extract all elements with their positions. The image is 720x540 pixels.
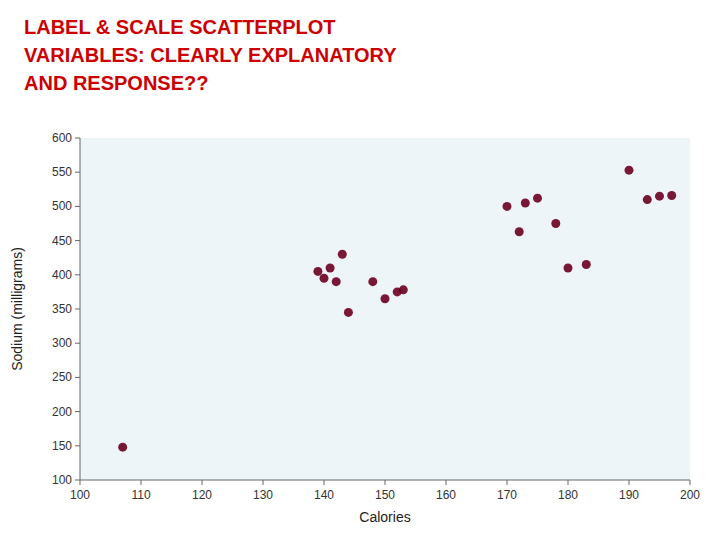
x-tick [507,480,508,485]
y-tick-label: 100 [52,473,72,487]
point [551,219,560,228]
y-tick [75,445,80,446]
y-tick [75,480,80,481]
x-tick [202,480,203,485]
point [332,277,341,286]
x-tick [568,480,569,485]
point [667,191,676,200]
point [368,277,377,286]
plot-background [80,138,690,480]
y-tick-label: 300 [52,336,72,350]
y-tick [75,206,80,207]
point [515,227,524,236]
point [399,285,408,294]
y-tick-label: 450 [52,234,72,248]
x-tick-label: 200 [680,488,700,502]
x-tick [324,480,325,485]
y-tick [75,309,80,310]
chart: LABEL & SCALE SCATTERPLOT VARIABLES: CLEA… [0,0,720,540]
y-tick-label: 250 [52,370,72,384]
y-tick-label: 350 [52,302,72,316]
x-tick [446,480,447,485]
point [655,192,664,201]
point [503,202,512,211]
x-tick [263,480,264,485]
y-axis-label: Sodium (milligrams) [9,247,25,371]
y-tick [75,411,80,412]
x-tick-label: 120 [192,488,212,502]
x-tick-label: 100 [70,488,90,502]
y-tick [75,240,80,241]
point [625,166,634,175]
point [118,443,127,452]
x-tick-label: 140 [314,488,334,502]
point [313,267,322,276]
title: AND RESPONSE?? [24,72,208,94]
title: LABEL & SCALE SCATTERPLOT [24,16,335,38]
point [582,260,591,269]
point [338,250,347,259]
x-tick-label: 150 [375,488,395,502]
y-tick-label: 150 [52,439,72,453]
x-axis-label: Calories [359,509,410,525]
x-tick [385,480,386,485]
y-tick [75,172,80,173]
y-tick-label: 550 [52,165,72,179]
x-tick-label: 160 [436,488,456,502]
point [643,195,652,204]
x-tick-label: 180 [558,488,578,502]
y-tick [75,343,80,344]
x-tick [80,480,81,485]
point [320,274,329,283]
x-tick-label: 170 [497,488,517,502]
title: VARIABLES: CLEARLY EXPLANATORY [24,44,397,66]
y-tick [75,138,80,139]
y-tick-label: 600 [52,131,72,145]
point [564,263,573,272]
y-tick [75,377,80,378]
point [326,263,335,272]
x-tick-label: 130 [253,488,273,502]
points [118,166,676,452]
x-tick-label: 190 [619,488,639,502]
point [381,294,390,303]
y-tick-label: 500 [52,199,72,213]
y-tick-label: 200 [52,405,72,419]
x-tick [629,480,630,485]
x-tick [690,480,691,485]
point [344,308,353,317]
point [521,198,530,207]
x-tick [141,480,142,485]
y-tick-label: 400 [52,268,72,282]
y-tick [75,274,80,275]
point [533,194,542,203]
x-tick-label: 110 [131,488,150,502]
